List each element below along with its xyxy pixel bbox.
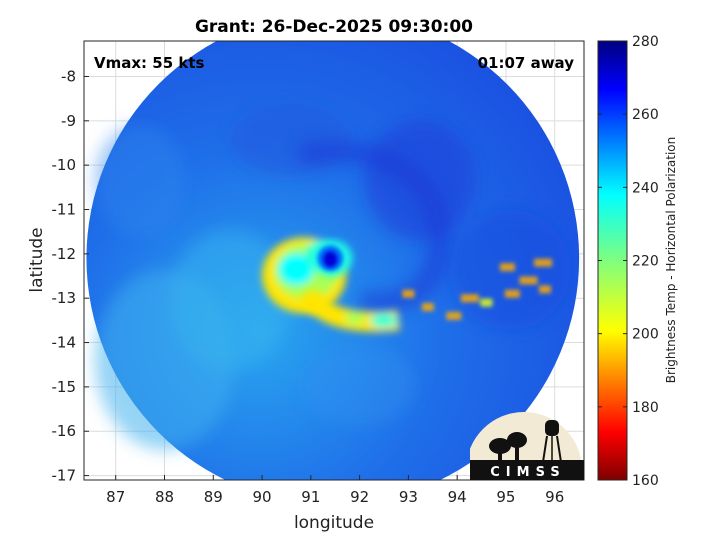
y-tick-label: -15 — [52, 378, 77, 396]
colorbar-tick-label: 160 — [632, 473, 659, 489]
eyewall-core — [312, 240, 353, 277]
y-tick-label: -9 — [61, 112, 76, 130]
time-away-annotation: 01:07 away — [478, 54, 575, 72]
y-tick-label: -12 — [52, 245, 77, 263]
colorbar-tick-label: 260 — [632, 107, 659, 123]
colorbar-tick-label: 240 — [632, 180, 659, 196]
y-tick-label: -17 — [52, 467, 77, 485]
chart-title: Grant: 26-Dec-2025 09:30:00 — [195, 17, 473, 37]
x-tick-label: 90 — [253, 488, 272, 506]
colorbar-tick-label: 220 — [632, 254, 659, 270]
y-tick-label: -11 — [52, 201, 77, 219]
colorbar-tick-label: 280 — [632, 34, 659, 50]
x-tick-label: 95 — [496, 488, 515, 506]
colorbar-label: Brightness Temp - Horizontal Polarizatio… — [664, 137, 678, 384]
logo-dish-icon — [507, 432, 527, 448]
colorbar-tick-label: 200 — [632, 327, 659, 343]
y-tick-label: -10 — [52, 156, 77, 174]
colorbar-ticks: 280 260 240 220 200 180 160 — [598, 34, 659, 489]
plot-border — [83, 40, 585, 481]
x-tick-label: 89 — [204, 488, 223, 506]
logo-text: CIMSS — [490, 465, 565, 480]
colorbar — [597, 40, 628, 481]
x-tick-label: 92 — [350, 488, 369, 506]
cimss-logo: CIMSS — [470, 412, 584, 480]
y-axis-ticks: -8 -9 -10 -11 -12 -13 -14 -15 -16 -17 — [52, 67, 89, 485]
x-tick-label: 96 — [545, 488, 564, 506]
x-tick-label: 87 — [106, 488, 125, 506]
logo-dish-icon — [489, 438, 511, 454]
colorbar-tick-label: 180 — [632, 400, 659, 416]
microwave-swath — [86, 41, 580, 480]
cloud-shading — [95, 105, 570, 450]
y-tick-label: -13 — [52, 289, 77, 307]
logo-tower-icon — [545, 420, 559, 436]
x-tick-label: 94 — [448, 488, 467, 506]
x-tick-label: 91 — [301, 488, 320, 506]
x-axis-ticks: 87 88 89 90 91 92 93 94 95 96 — [106, 475, 564, 506]
y-axis-label: latitude — [27, 227, 47, 292]
eastern-rainband — [402, 258, 553, 320]
y-tick-label: -16 — [52, 422, 77, 440]
x-axis-label: longitude — [294, 513, 374, 533]
x-tick-label: 93 — [399, 488, 418, 506]
southern-rainband — [297, 287, 400, 332]
y-tick-label: -14 — [52, 334, 77, 352]
vmax-annotation: Vmax: 55 kts — [94, 54, 204, 72]
x-tick-label: 88 — [155, 488, 174, 506]
y-tick-label: -8 — [61, 67, 76, 85]
